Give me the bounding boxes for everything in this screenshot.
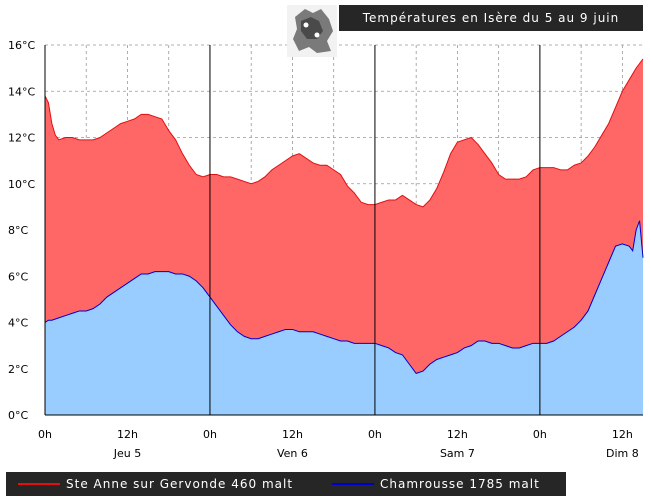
chart-title: Températures en Isère du 5 au 9 juin xyxy=(339,5,643,31)
chart-axes xyxy=(44,45,643,416)
y-tick-label: 4°C xyxy=(8,317,28,330)
x-tick-label: 0h xyxy=(368,428,382,441)
x-tick-label: 0h xyxy=(203,428,217,441)
day-label: Sam 7 xyxy=(440,447,475,460)
day-separators xyxy=(209,45,541,415)
day-label: Ven 6 xyxy=(277,447,308,460)
day-label: Dim 8 xyxy=(606,447,639,460)
x-tick-label: 0h xyxy=(533,428,547,441)
x-tick-label: 12h xyxy=(282,428,303,441)
legend-label-ste-anne: Ste Anne sur Gervonde 460 malt xyxy=(66,477,294,491)
line-series-chamrousse xyxy=(44,220,644,374)
area-series-chamrousse xyxy=(45,220,643,415)
y-tick-label: 6°C xyxy=(8,270,28,283)
y-tick-label: 14°C xyxy=(8,85,35,98)
line-series-ste-anne xyxy=(44,58,644,208)
y-tick-label: 2°C xyxy=(8,363,28,376)
x-axis-day-labels: Jeu 5 Ven 6 Sam 7 Dim 8 xyxy=(113,447,639,460)
isere-map-icon xyxy=(287,5,337,57)
day-label: Jeu 5 xyxy=(113,447,141,460)
legend-swatch-ste-anne xyxy=(18,483,60,485)
legend-label-chamrousse: Chamrousse 1785 malt xyxy=(380,477,540,491)
chart-legend: Ste Anne sur Gervonde 460 malt Chamrouss… xyxy=(6,472,566,496)
x-tick-label: 0h xyxy=(38,428,52,441)
x-tick-label: 12h xyxy=(117,428,138,441)
legend-swatch-chamrousse xyxy=(332,483,374,485)
y-tick-label: 8°C xyxy=(8,224,28,237)
y-tick-label: 10°C xyxy=(8,178,35,191)
y-axis-ticks: 0°C 2°C 4°C 6°C 8°C 10°C 12°C 14°C 16°C xyxy=(8,39,35,422)
x-tick-label: 12h xyxy=(447,428,468,441)
x-tick-label: 12h xyxy=(612,428,633,441)
y-tick-label: 12°C xyxy=(8,132,35,145)
x-axis-ticks: 0h 12h 0h 12h 0h 12h 0h 12h xyxy=(38,428,633,441)
y-tick-label: 16°C xyxy=(8,39,35,52)
y-tick-label: 0°C xyxy=(8,409,28,422)
